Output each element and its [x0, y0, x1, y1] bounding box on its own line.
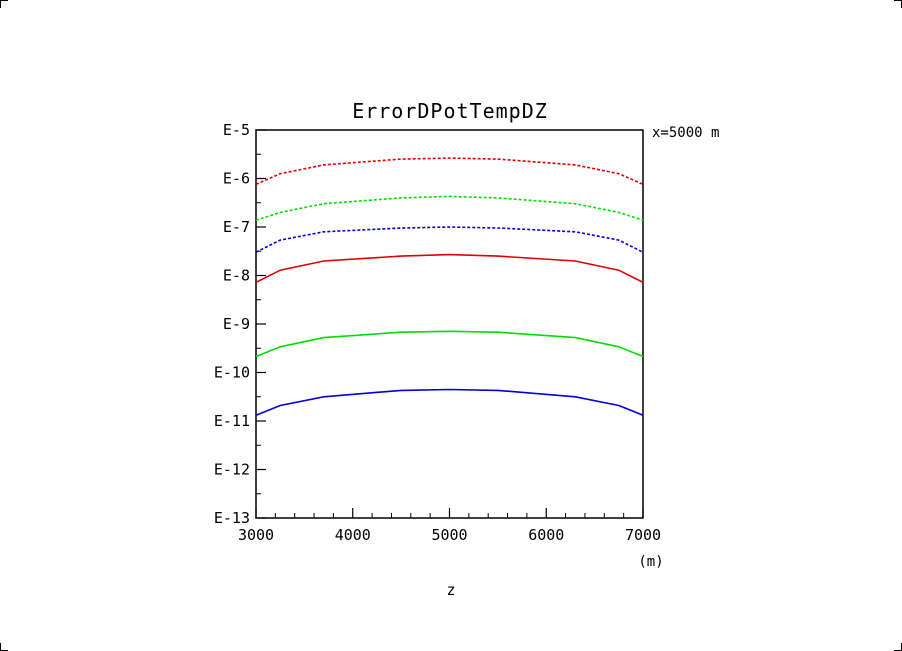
series-line-4 — [255, 253, 644, 284]
series-line-5 — [255, 330, 644, 358]
series-line-2 — [255, 195, 644, 221]
x-tick-label: 4000 — [335, 526, 371, 544]
series-line-1 — [255, 157, 644, 186]
series-layer — [255, 157, 644, 416]
y-axis: E-5 E-6 E-7 E-8 E-9 E-10 E-11 E-12 E-13 — [214, 121, 266, 527]
plot-frame — [255, 129, 644, 519]
y-tick-label: E-5 — [223, 121, 250, 139]
x-tick-label: 6000 — [528, 526, 564, 544]
y-tick-label: E-8 — [223, 267, 250, 285]
x-axis-label: z — [446, 581, 455, 599]
y-tick-label: E-9 — [223, 315, 250, 333]
y-tick-label: E-7 — [223, 218, 250, 236]
x-tick-label: 7000 — [625, 526, 661, 544]
y-tick-label: E-6 — [223, 170, 250, 188]
y-tick-label: E-12 — [214, 461, 250, 479]
y-tick-label: E-13 — [214, 509, 250, 527]
series-line-3 — [255, 226, 644, 253]
y-tick-label: E-11 — [214, 412, 250, 430]
y-tick-label: E-10 — [214, 364, 250, 382]
series-line-6 — [255, 388, 644, 416]
x-axis: 3000 4000 5000 6000 7000 — [238, 508, 661, 544]
x-axis-unit: (m) — [638, 554, 663, 570]
position-annotation: x=5000 m — [652, 125, 719, 141]
x-tick-label: 5000 — [431, 526, 467, 544]
x-tick-label: 3000 — [238, 526, 274, 544]
chart-title: ErrorDPotTempDZ — [352, 99, 548, 123]
